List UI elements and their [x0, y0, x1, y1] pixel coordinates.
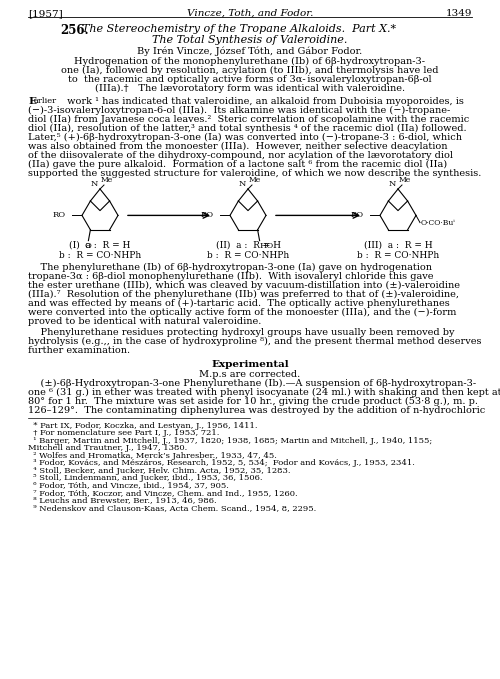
Text: hydrolysis (e.g.,, in the case of hydroxyproline ⁸), and the present thermal met: hydrolysis (e.g.,, in the case of hydrox…	[28, 337, 481, 346]
Text: ³ Fodor, Kovács, and Mészáros, Research, 1952, 5, 534;  Fodor and Kovács, J., 19: ³ Fodor, Kovács, and Mészáros, Research,…	[28, 459, 415, 467]
Text: Later,⁵ (+)-6β-hydroxytropan-3-one (Ia) was converted into (−)-tropane-3 : 6-dio: Later,⁵ (+)-6β-hydroxytropan-3-one (Ia) …	[28, 133, 462, 142]
Text: (I)  a :  R = H: (I) a : R = H	[70, 240, 130, 250]
Text: O: O	[85, 242, 92, 250]
Text: were converted into the optically active form of the monoester (IIIa), and the (: were converted into the optically active…	[28, 308, 456, 316]
Text: and was effected by means of (+)-tartaric acid.  The optically active phenyluret: and was effected by means of (+)-tartari…	[28, 299, 450, 308]
Text: * Part IX, Fodor, Koczka, and Lestyan, J., 1956, 1411.: * Part IX, Fodor, Koczka, and Lestyan, J…	[28, 422, 258, 430]
Text: b :  R = CO·NHPh: b : R = CO·NHPh	[207, 251, 289, 259]
Text: Hydrogenation of the monophenylurethane (Ib) of 6β-hydroxytropan-3-: Hydrogenation of the monophenylurethane …	[74, 57, 426, 66]
Text: Mitchell and Trautner, J., 1947, 1380.: Mitchell and Trautner, J., 1947, 1380.	[28, 444, 187, 452]
Text: ⁵ Stoll, Lindenmann, and Jucker, ibid., 1953, 36, 1506.: ⁵ Stoll, Lindenmann, and Jucker, ibid., …	[28, 474, 262, 482]
Text: The Total Synthesis of Valeroidine.: The Total Synthesis of Valeroidine.	[152, 35, 348, 45]
Text: 1349: 1349	[446, 9, 472, 18]
Text: O·CO·Buⁱ: O·CO·Buⁱ	[421, 219, 456, 227]
Text: diol (IIa) from Javanese coca leaves.²  Steric correlation of scopolamine with t: diol (IIa) from Javanese coca leaves.² S…	[28, 115, 469, 124]
Text: The phenylurethane (Ib) of 6β-hydroxytropan-3-one (Ia) gave on hydrogenation: The phenylurethane (Ib) of 6β-hydroxytro…	[28, 263, 432, 272]
Text: supported the suggested structure for valeroidine, of which we now describe the : supported the suggested structure for va…	[28, 169, 481, 178]
Text: † For nomenclature see Part I, J., 1953, 721.: † For nomenclature see Part I, J., 1953,…	[28, 429, 220, 437]
Text: HO: HO	[260, 242, 274, 250]
Text: (IIIa).⁷  Resolution of the phenylurethane (IIb) was preferred to that of (±)-va: (IIIa).⁷ Resolution of the phenylurethan…	[28, 290, 459, 299]
Text: work ¹ has indicated that valeroidine, an alkaloid from Duboisia myoporoides, is: work ¹ has indicated that valeroidine, a…	[64, 97, 464, 106]
Text: 126–129°.  The contaminating diphenylurea was destroyed by the addition of n-hyd: 126–129°. The contaminating diphenylurea…	[28, 405, 485, 415]
Text: one ⁶ (31 g.) in ether was treated with phenyl isocyanate (24 ml.) with shaking : one ⁶ (31 g.) in ether was treated with …	[28, 388, 500, 397]
Text: further examination.: further examination.	[28, 346, 130, 354]
Text: [1957]: [1957]	[28, 9, 63, 18]
Text: (IIa) gave the pure alkaloid.  Formation of a lactone salt ⁶ from the racemic di: (IIa) gave the pure alkaloid. Formation …	[28, 160, 447, 169]
Text: RO: RO	[53, 211, 66, 219]
Text: ⁷ Fodor, Tóth, Koczor, and Vincze, Chem. and Ind., 1955, 1260.: ⁷ Fodor, Tóth, Koczor, and Vincze, Chem.…	[28, 489, 297, 497]
Text: to  the racemic and optically active forms of 3α- isovaleryloxytropan-6β-ol: to the racemic and optically active form…	[68, 75, 432, 84]
Text: 256.: 256.	[60, 24, 88, 37]
Text: tropane-3α : 6β-diol monophenylurethane (IIb).  With isovaleryl chloride this ga: tropane-3α : 6β-diol monophenylurethane …	[28, 272, 434, 280]
Text: Me: Me	[101, 176, 113, 184]
Text: (III)  a :  R = H: (III) a : R = H	[364, 240, 432, 250]
Text: N: N	[90, 180, 98, 188]
Text: diol (IIa), resolution of the latter,³ and total synthesis ⁴ of the racemic diol: diol (IIa), resolution of the latter,³ a…	[28, 124, 466, 133]
Text: ⁶ Fodor, Tóth, and Vincze, ibid., 1954, 37, 905.: ⁶ Fodor, Tóth, and Vincze, ibid., 1954, …	[28, 481, 229, 490]
Text: By Irén Vincze, József Tóth, and Gábor Fodor.: By Irén Vincze, József Tóth, and Gábor F…	[138, 47, 362, 56]
Text: Experimental: Experimental	[211, 360, 289, 369]
Text: 80° for 1 hr.  The mixture was set aside for 10 hr., giving the crude product (5: 80° for 1 hr. The mixture was set aside …	[28, 397, 478, 406]
Text: Me: Me	[399, 176, 411, 184]
Text: ⁴ Stoll, Becker, and Jucker, Helv. Chim. Acta, 1952, 35, 1283.: ⁴ Stoll, Becker, and Jucker, Helv. Chim.…	[28, 466, 290, 475]
Text: RO: RO	[201, 211, 214, 219]
Text: Me: Me	[249, 176, 261, 184]
Text: the ester urethane (IIIb), which was cleaved by vacuum-distillation into (±)-val: the ester urethane (IIIb), which was cle…	[28, 280, 460, 290]
Text: N: N	[238, 180, 246, 188]
Text: (±)-6β-Hydroxytropan-3-one Phenylurethane (Ib).—A suspension of 6β-hydroxytropan: (±)-6β-Hydroxytropan-3-one Phenylurethan…	[28, 379, 476, 388]
Text: one (Ia), followed by resolution, acylation (to IIIb), and thermolysis have led: one (Ia), followed by resolution, acylat…	[61, 66, 439, 75]
Text: RO: RO	[351, 211, 364, 219]
Text: ² Wolfes and Hromatka, Merck’s Jahresber., 1933, 47, 45.: ² Wolfes and Hromatka, Merck’s Jahresber…	[28, 452, 277, 460]
Text: M.p.s are corrected.: M.p.s are corrected.	[200, 369, 300, 379]
Text: proved to be identical with natural valeroidine.: proved to be identical with natural vale…	[28, 316, 262, 326]
Text: of the diisovalerate of the dihydroxy-compound, nor acylation of the lævorotator: of the diisovalerate of the dihydroxy-co…	[28, 151, 453, 160]
Text: b :  R = CO·NHPh: b : R = CO·NHPh	[357, 251, 439, 259]
Text: (II)  a :  R = H: (II) a : R = H	[216, 240, 280, 250]
Text: (−)-3-isovaleryloxytropan-6-ol (IIIa).  Its alkamine was identical with the (−)-: (−)-3-isovaleryloxytropan-6-ol (IIIa). I…	[28, 106, 450, 115]
Text: E: E	[28, 97, 36, 106]
Text: N: N	[388, 180, 396, 188]
Text: (IIIa).† The lævorotatory form was identical with valeroidine.: (IIIa).† The lævorotatory form was ident…	[95, 84, 405, 93]
Text: ⁸ Leuchs and Brewster, Ber., 1913, 46, 986.: ⁸ Leuchs and Brewster, Ber., 1913, 46, 9…	[28, 496, 216, 504]
Text: Vincze, Toth, and Fodor.: Vincze, Toth, and Fodor.	[187, 9, 313, 18]
Text: Phenylurethane residues protecting hydroxyl groups have usually been removed by: Phenylurethane residues protecting hydro…	[28, 327, 454, 337]
Text: ⁹ Nedenskov and Clauson-Kaas, Acta Chem. Scand., 1954, 8, 2295.: ⁹ Nedenskov and Clauson-Kaas, Acta Chem.…	[28, 504, 316, 512]
Text: b :  R = CO·NHPh: b : R = CO·NHPh	[59, 251, 141, 259]
Text: ¹ Barger, Martin and Mitchell, J., 1937, 1820; 1938, 1685; Martin and Mitchell, : ¹ Barger, Martin and Mitchell, J., 1937,…	[28, 437, 432, 445]
Text: The Stereochemistry of the Tropane Alkaloids.  Part X.*: The Stereochemistry of the Tropane Alkal…	[82, 24, 396, 34]
Text: arlier: arlier	[34, 97, 57, 105]
Text: was also obtained from the monoester (IIIa).  However, neither selective deacyla: was also obtained from the monoester (II…	[28, 142, 448, 151]
